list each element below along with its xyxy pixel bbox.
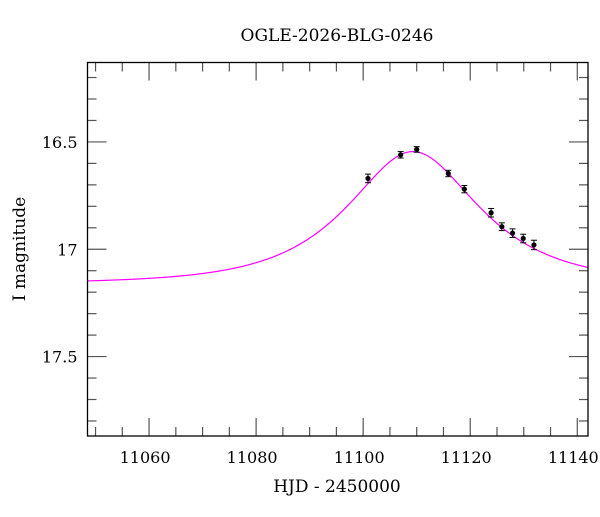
data-marker <box>488 210 494 216</box>
y-tick-label: 17 <box>57 240 77 259</box>
data-marker <box>445 170 451 177</box>
plot-frame <box>86 61 589 437</box>
data-marker <box>499 224 505 230</box>
x-tick-label: 11060 <box>120 448 171 467</box>
data-point <box>509 228 516 238</box>
data-marker <box>509 230 516 236</box>
data-point <box>520 233 527 244</box>
y-tick-label: 16.5 <box>42 133 78 152</box>
data-marker <box>414 146 420 153</box>
y-tick-label: 17.5 <box>42 348 78 367</box>
data-point <box>413 146 420 153</box>
x-tick-label: 11120 <box>441 448 492 467</box>
data-marker <box>520 235 526 242</box>
data-marker <box>398 152 404 158</box>
data-point <box>530 239 537 251</box>
data-point <box>488 207 495 218</box>
model-curve <box>87 150 589 282</box>
data-point <box>461 184 468 194</box>
x-axis-label: HJD - 2450000 <box>273 477 401 497</box>
x-tick-label: 11140 <box>548 448 599 467</box>
data-point <box>397 151 404 159</box>
data-marker <box>531 242 537 248</box>
data-point <box>498 222 505 232</box>
chart-title: OGLE-2026-BLG-0246 <box>241 26 434 46</box>
y-axis-label: I magnitude <box>10 197 30 301</box>
data-marker <box>461 186 467 192</box>
data-point <box>364 173 371 184</box>
x-tick-label: 11100 <box>334 448 385 467</box>
x-tick-label: 11080 <box>227 448 278 467</box>
data-point <box>445 169 452 178</box>
data-marker <box>365 175 371 182</box>
